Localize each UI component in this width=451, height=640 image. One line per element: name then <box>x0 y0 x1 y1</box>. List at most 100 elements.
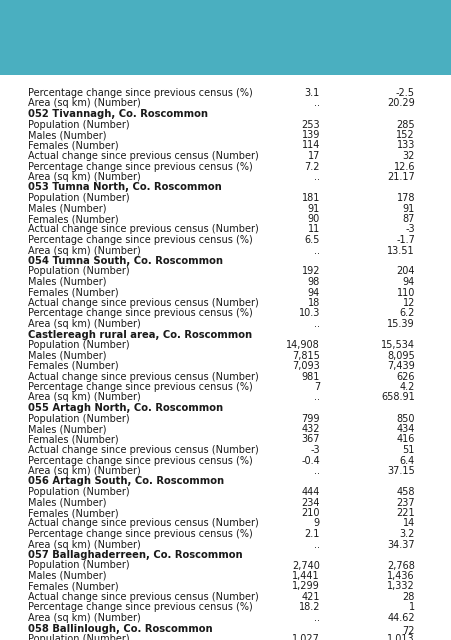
Text: 44.62: 44.62 <box>387 613 414 623</box>
Text: Females (Number): Females (Number) <box>28 582 118 591</box>
Text: 6.4: 6.4 <box>399 456 414 465</box>
Text: Females (Number): Females (Number) <box>28 287 118 298</box>
Text: 056 Artagh South, Co. Roscommon: 056 Artagh South, Co. Roscommon <box>28 477 224 486</box>
Text: Males (Number): Males (Number) <box>28 130 106 140</box>
Text: -3: -3 <box>310 445 319 455</box>
Text: Population (Number): Population (Number) <box>28 266 129 276</box>
Text: Percentage change since previous census (%): Percentage change since previous census … <box>28 456 252 465</box>
Text: 10.3: 10.3 <box>298 308 319 319</box>
Text: -2.5: -2.5 <box>395 88 414 98</box>
Text: 4.2: 4.2 <box>399 382 414 392</box>
Text: 34.37: 34.37 <box>387 540 414 550</box>
Text: Percentage change since previous census (%): Percentage change since previous census … <box>28 88 252 98</box>
Text: 181: 181 <box>301 193 319 203</box>
Text: Males (Number): Males (Number) <box>28 497 106 508</box>
Text: 178: 178 <box>396 193 414 203</box>
Text: Area (sq km) (Number): Area (sq km) (Number) <box>28 540 140 550</box>
Text: 192: 192 <box>301 266 319 276</box>
Text: 981: 981 <box>301 371 319 381</box>
Text: 20.29: 20.29 <box>387 99 414 109</box>
Text: 8,095: 8,095 <box>387 351 414 360</box>
Text: Percentage change since previous census (%): Percentage change since previous census … <box>28 161 252 172</box>
Text: 9: 9 <box>313 518 319 529</box>
Text: 416: 416 <box>396 435 414 445</box>
Text: 1,441: 1,441 <box>292 571 319 581</box>
Text: 253: 253 <box>301 120 319 129</box>
Text: 053 Tumna North, Co. Roscommon: 053 Tumna North, Co. Roscommon <box>28 182 221 193</box>
Text: Area (sq km) (Number): Area (sq km) (Number) <box>28 172 140 182</box>
Text: 13.51: 13.51 <box>387 246 414 255</box>
Text: 626: 626 <box>396 371 414 381</box>
Text: 1,027: 1,027 <box>291 634 319 640</box>
Text: 18.2: 18.2 <box>298 602 319 612</box>
Text: 444: 444 <box>301 487 319 497</box>
Text: 1: 1 <box>408 602 414 612</box>
Text: 237: 237 <box>396 497 414 508</box>
Text: ..: .. <box>313 99 319 109</box>
Text: 058 Ballinlough, Co. Roscommon: 058 Ballinlough, Co. Roscommon <box>28 623 212 634</box>
Text: Area (sq km) (Number): Area (sq km) (Number) <box>28 613 140 623</box>
Text: 7,439: 7,439 <box>387 361 414 371</box>
Text: 1,299: 1,299 <box>292 582 319 591</box>
Text: 14: 14 <box>402 518 414 529</box>
Text: ..: .. <box>313 246 319 255</box>
Text: Area (sq km) (Number): Area (sq km) (Number) <box>28 319 140 329</box>
Text: Population (Number): Population (Number) <box>28 634 129 640</box>
Text: -1.7: -1.7 <box>395 235 414 245</box>
Text: 7,815: 7,815 <box>291 351 319 360</box>
Text: 799: 799 <box>301 413 319 424</box>
Text: 152: 152 <box>396 130 414 140</box>
Text: Actual change since previous census (Number): Actual change since previous census (Num… <box>28 371 258 381</box>
Text: 114: 114 <box>301 141 319 150</box>
Text: 18: 18 <box>307 298 319 308</box>
Text: 054 Tumna South, Co. Roscommon: 054 Tumna South, Co. Roscommon <box>28 256 222 266</box>
Text: Actual change since previous census (Number): Actual change since previous census (Num… <box>28 518 258 529</box>
Text: 28: 28 <box>402 592 414 602</box>
Text: 51: 51 <box>402 445 414 455</box>
Text: Area (sq km) (Number): Area (sq km) (Number) <box>28 246 140 255</box>
Text: 17: 17 <box>307 151 319 161</box>
Text: Males (Number): Males (Number) <box>28 351 106 360</box>
Text: 133: 133 <box>396 141 414 150</box>
Text: Population (Number): Population (Number) <box>28 193 129 203</box>
Text: 91: 91 <box>307 204 319 214</box>
Text: 15,534: 15,534 <box>380 340 414 350</box>
Text: Males (Number): Males (Number) <box>28 424 106 434</box>
Text: Actual change since previous census (Number): Actual change since previous census (Num… <box>28 592 258 602</box>
Text: 87: 87 <box>402 214 414 224</box>
Text: 1,436: 1,436 <box>387 571 414 581</box>
Text: 221: 221 <box>396 508 414 518</box>
Text: 1,332: 1,332 <box>387 582 414 591</box>
Text: 850: 850 <box>396 413 414 424</box>
Text: 72: 72 <box>401 626 414 636</box>
Text: -3: -3 <box>405 225 414 234</box>
Text: 1,013: 1,013 <box>387 634 414 640</box>
Text: 37.15: 37.15 <box>387 466 414 476</box>
Text: 3.1: 3.1 <box>304 88 319 98</box>
Text: 2,768: 2,768 <box>386 561 414 570</box>
Text: Actual change since previous census (Number): Actual change since previous census (Num… <box>28 151 258 161</box>
Text: Actual change since previous census (Number): Actual change since previous census (Num… <box>28 298 258 308</box>
Text: ..: .. <box>313 319 319 329</box>
Text: Percentage change since previous census (%): Percentage change since previous census … <box>28 529 252 539</box>
Text: 94: 94 <box>402 277 414 287</box>
Text: Area (sq km) (Number): Area (sq km) (Number) <box>28 99 140 109</box>
Text: 052 Tivannagh, Co. Roscommon: 052 Tivannagh, Co. Roscommon <box>28 109 207 119</box>
Text: Females (Number): Females (Number) <box>28 508 118 518</box>
Text: Percentage change since previous census (%): Percentage change since previous census … <box>28 235 252 245</box>
Text: 15.39: 15.39 <box>387 319 414 329</box>
Text: ..: .. <box>313 172 319 182</box>
Text: 90: 90 <box>307 214 319 224</box>
Text: Females (Number): Females (Number) <box>28 361 118 371</box>
Text: 2,740: 2,740 <box>291 561 319 570</box>
Bar <box>0 0 451 75</box>
Text: 6.5: 6.5 <box>304 235 319 245</box>
Text: Females (Number): Females (Number) <box>28 141 118 150</box>
Text: 21.17: 21.17 <box>387 172 414 182</box>
Text: 234: 234 <box>301 497 319 508</box>
Text: Males (Number): Males (Number) <box>28 571 106 581</box>
Text: ..: .. <box>313 392 319 403</box>
Text: Males (Number): Males (Number) <box>28 204 106 214</box>
Text: Castlereagh rural area, Co. Roscommon: Castlereagh rural area, Co. Roscommon <box>28 330 252 339</box>
Text: Actual change since previous census (Number): Actual change since previous census (Num… <box>28 445 258 455</box>
